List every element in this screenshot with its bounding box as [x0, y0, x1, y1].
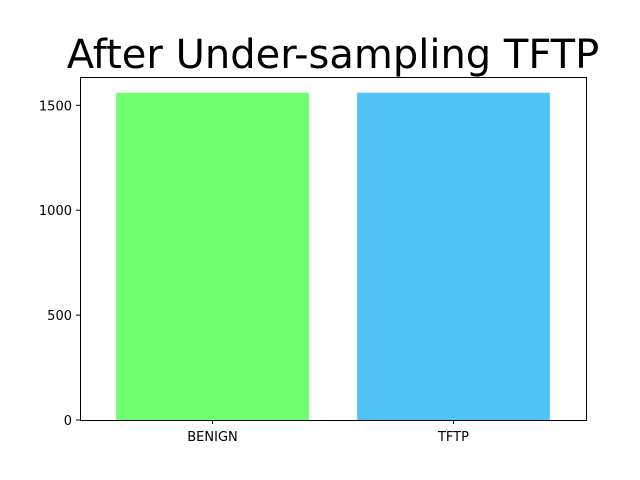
bar-tftp	[357, 92, 550, 420]
x-tick-label: BENIGN	[187, 430, 238, 445]
bar-benign	[116, 92, 309, 420]
y-tick-label: 500	[47, 309, 72, 324]
y-axis: 0 500 1000 1500	[39, 99, 80, 429]
bars-group	[116, 92, 550, 420]
x-axis: BENIGN TFTP	[187, 420, 469, 445]
y-tick-label: 1500	[39, 99, 72, 114]
y-tick-label: 0	[64, 414, 72, 429]
x-tick-label: TFTP	[437, 430, 469, 445]
y-tick-label: 1000	[39, 204, 72, 219]
chart-title: After Under-sampling TFTP	[67, 32, 599, 78]
plot-frame	[80, 77, 587, 421]
